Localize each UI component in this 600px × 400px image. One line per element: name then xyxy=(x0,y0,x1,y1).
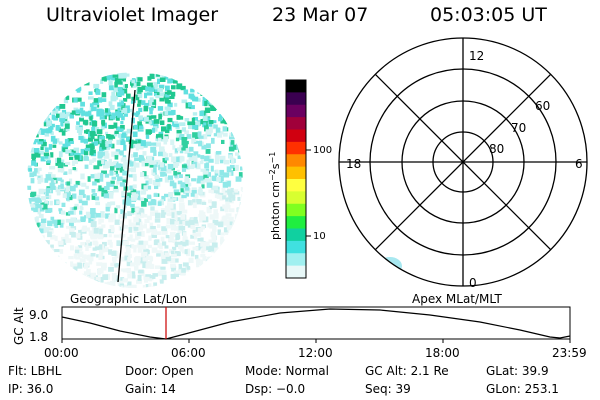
lat-label-70: 70 xyxy=(511,121,526,135)
mlt-label-6: 6 xyxy=(575,157,583,171)
altitude-curve xyxy=(61,308,571,340)
geographic-meridian-line xyxy=(117,89,136,283)
mlt-label-12: 12 xyxy=(469,49,484,63)
colorbar-tick-10: 10 xyxy=(313,231,326,242)
gcalt-info: GC Alt: 2.1 Re xyxy=(365,364,449,378)
door-info: Door: Open xyxy=(125,364,194,378)
app-title: Ultraviolet Imager xyxy=(46,4,219,26)
mlt-label-0: 0 xyxy=(469,276,477,290)
colorbar-unit-label: photon cm−2s−1 xyxy=(268,152,282,240)
date-label: 23 Mar 07 xyxy=(272,4,369,26)
timeline-ylabel: GC Alt xyxy=(12,307,26,345)
mlt-label-18: 18 xyxy=(346,157,361,171)
timeline-ytick-high: 9.0 xyxy=(29,308,48,322)
polar-aurora-patch xyxy=(378,257,402,275)
geographic-caption: Geographic Lat/Lon xyxy=(70,292,187,306)
glat-info: GLat: 39.9 xyxy=(486,364,549,378)
timeline-xtick-2359: 23:59 xyxy=(552,346,587,360)
seq-info: Seq: 39 xyxy=(365,382,411,396)
filter-info: Flt: LBHL xyxy=(8,364,62,378)
timeline-xtick-1200: 12:00 xyxy=(298,346,333,360)
altitude-timeline: GC Alt 9.0 1.8 00:00 06:00 12:00 18:00 2… xyxy=(12,306,587,360)
polar-plot: 12 18 6 0 60 70 80 xyxy=(338,37,588,290)
colorbar-tick-100: 100 xyxy=(313,145,332,156)
lat-label-80: 80 xyxy=(489,142,504,156)
timeline-xtick-1800: 18:00 xyxy=(425,346,460,360)
timeline-xtick-0600: 06:00 xyxy=(171,346,206,360)
timeline-xtick-0000: 00:00 xyxy=(44,346,79,360)
gain-info: Gain: 14 xyxy=(125,382,176,396)
ip-info: IP: 36.0 xyxy=(8,382,54,396)
mode-info: Mode: Normal xyxy=(245,364,329,378)
imager-disk xyxy=(27,72,243,288)
dsp-info: Dsp: −0.0 xyxy=(245,382,306,396)
glon-info: GLon: 253.1 xyxy=(486,382,559,396)
apex-caption: Apex MLat/MLT xyxy=(412,292,502,306)
timeline-ytick-low: 1.8 xyxy=(29,330,48,344)
time-label: 05:03:05 UT xyxy=(430,4,547,26)
lat-label-60: 60 xyxy=(535,99,550,113)
colorbar: 100 10 xyxy=(285,79,332,279)
